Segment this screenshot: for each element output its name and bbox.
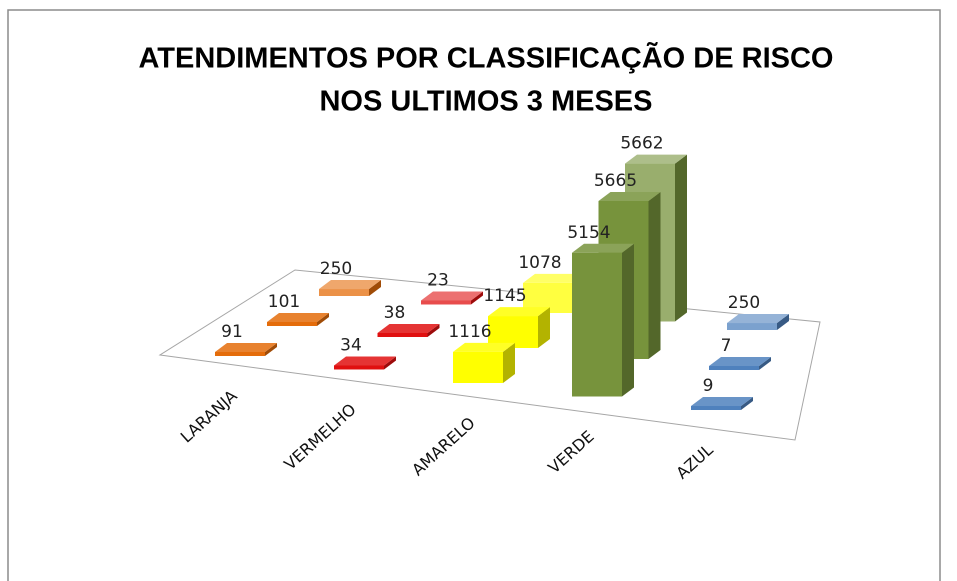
chart-title: NOS ULTIMOS 3 MESES (319, 86, 652, 118)
bar-side (538, 307, 550, 348)
value-label: 1078 (518, 253, 561, 273)
bar (488, 307, 550, 348)
bar-top (421, 291, 483, 301)
value-label: 23 (427, 271, 449, 291)
bar-side (777, 314, 789, 330)
bar-top (215, 343, 277, 352)
bar-side (317, 313, 329, 326)
bar (319, 280, 381, 296)
bar-top (334, 356, 396, 366)
value-label: 34 (340, 336, 362, 356)
bar-front (377, 333, 428, 337)
bar-top (377, 324, 440, 333)
bar-side (675, 154, 687, 322)
value-label: 250 (320, 259, 352, 279)
bar-top (727, 314, 789, 324)
bar-side (384, 356, 396, 370)
bar-top (625, 154, 687, 164)
bar-front (319, 289, 369, 296)
bar (215, 343, 277, 356)
bar (572, 243, 634, 397)
bar-side (369, 280, 381, 296)
bar-top (319, 280, 381, 290)
bar-side (471, 291, 483, 305)
bar-front (215, 352, 265, 356)
value-label: 101 (268, 292, 300, 312)
bar-top (267, 313, 329, 322)
bar (727, 314, 789, 330)
bar-front (334, 365, 384, 370)
bar-top (488, 307, 550, 317)
value-label: 7 (721, 336, 732, 356)
bar-side (503, 342, 515, 383)
bar (421, 291, 483, 305)
bar (453, 342, 515, 383)
bar-top (709, 357, 771, 366)
bar (377, 324, 440, 337)
bar (267, 313, 329, 326)
bar (334, 356, 396, 370)
bar-top (523, 273, 585, 283)
bar (691, 397, 753, 410)
bar-front (709, 366, 759, 370)
bar-front (488, 316, 538, 348)
bar-front (421, 300, 471, 305)
bar-front (572, 252, 622, 397)
bar-side (427, 324, 440, 337)
bar-top (598, 192, 661, 201)
value-label: 5154 (567, 223, 610, 243)
value-label: 38 (384, 303, 406, 323)
bar-side (265, 343, 277, 356)
bar-front (453, 351, 503, 383)
bar-top (453, 342, 515, 352)
bar-side (759, 357, 771, 370)
value-label: 1145 (483, 286, 526, 306)
bar-side (622, 243, 634, 397)
value-label: 9 (703, 376, 714, 396)
value-label: 5662 (620, 134, 663, 154)
value-label: 5665 (594, 171, 637, 191)
bar-top (572, 243, 634, 253)
bar-top (691, 397, 753, 406)
value-label: 250 (728, 293, 760, 313)
value-label: 1116 (448, 322, 491, 342)
bar-side (741, 397, 753, 410)
bar-front (691, 406, 741, 410)
bar-side (648, 192, 661, 359)
bar-front (267, 322, 317, 326)
chart-title: ATENDIMENTOS POR CLASSIFICAÇÃO DE RISCO (139, 41, 834, 75)
bar (709, 357, 771, 370)
bar-front (727, 323, 777, 330)
value-label: 91 (221, 322, 243, 342)
